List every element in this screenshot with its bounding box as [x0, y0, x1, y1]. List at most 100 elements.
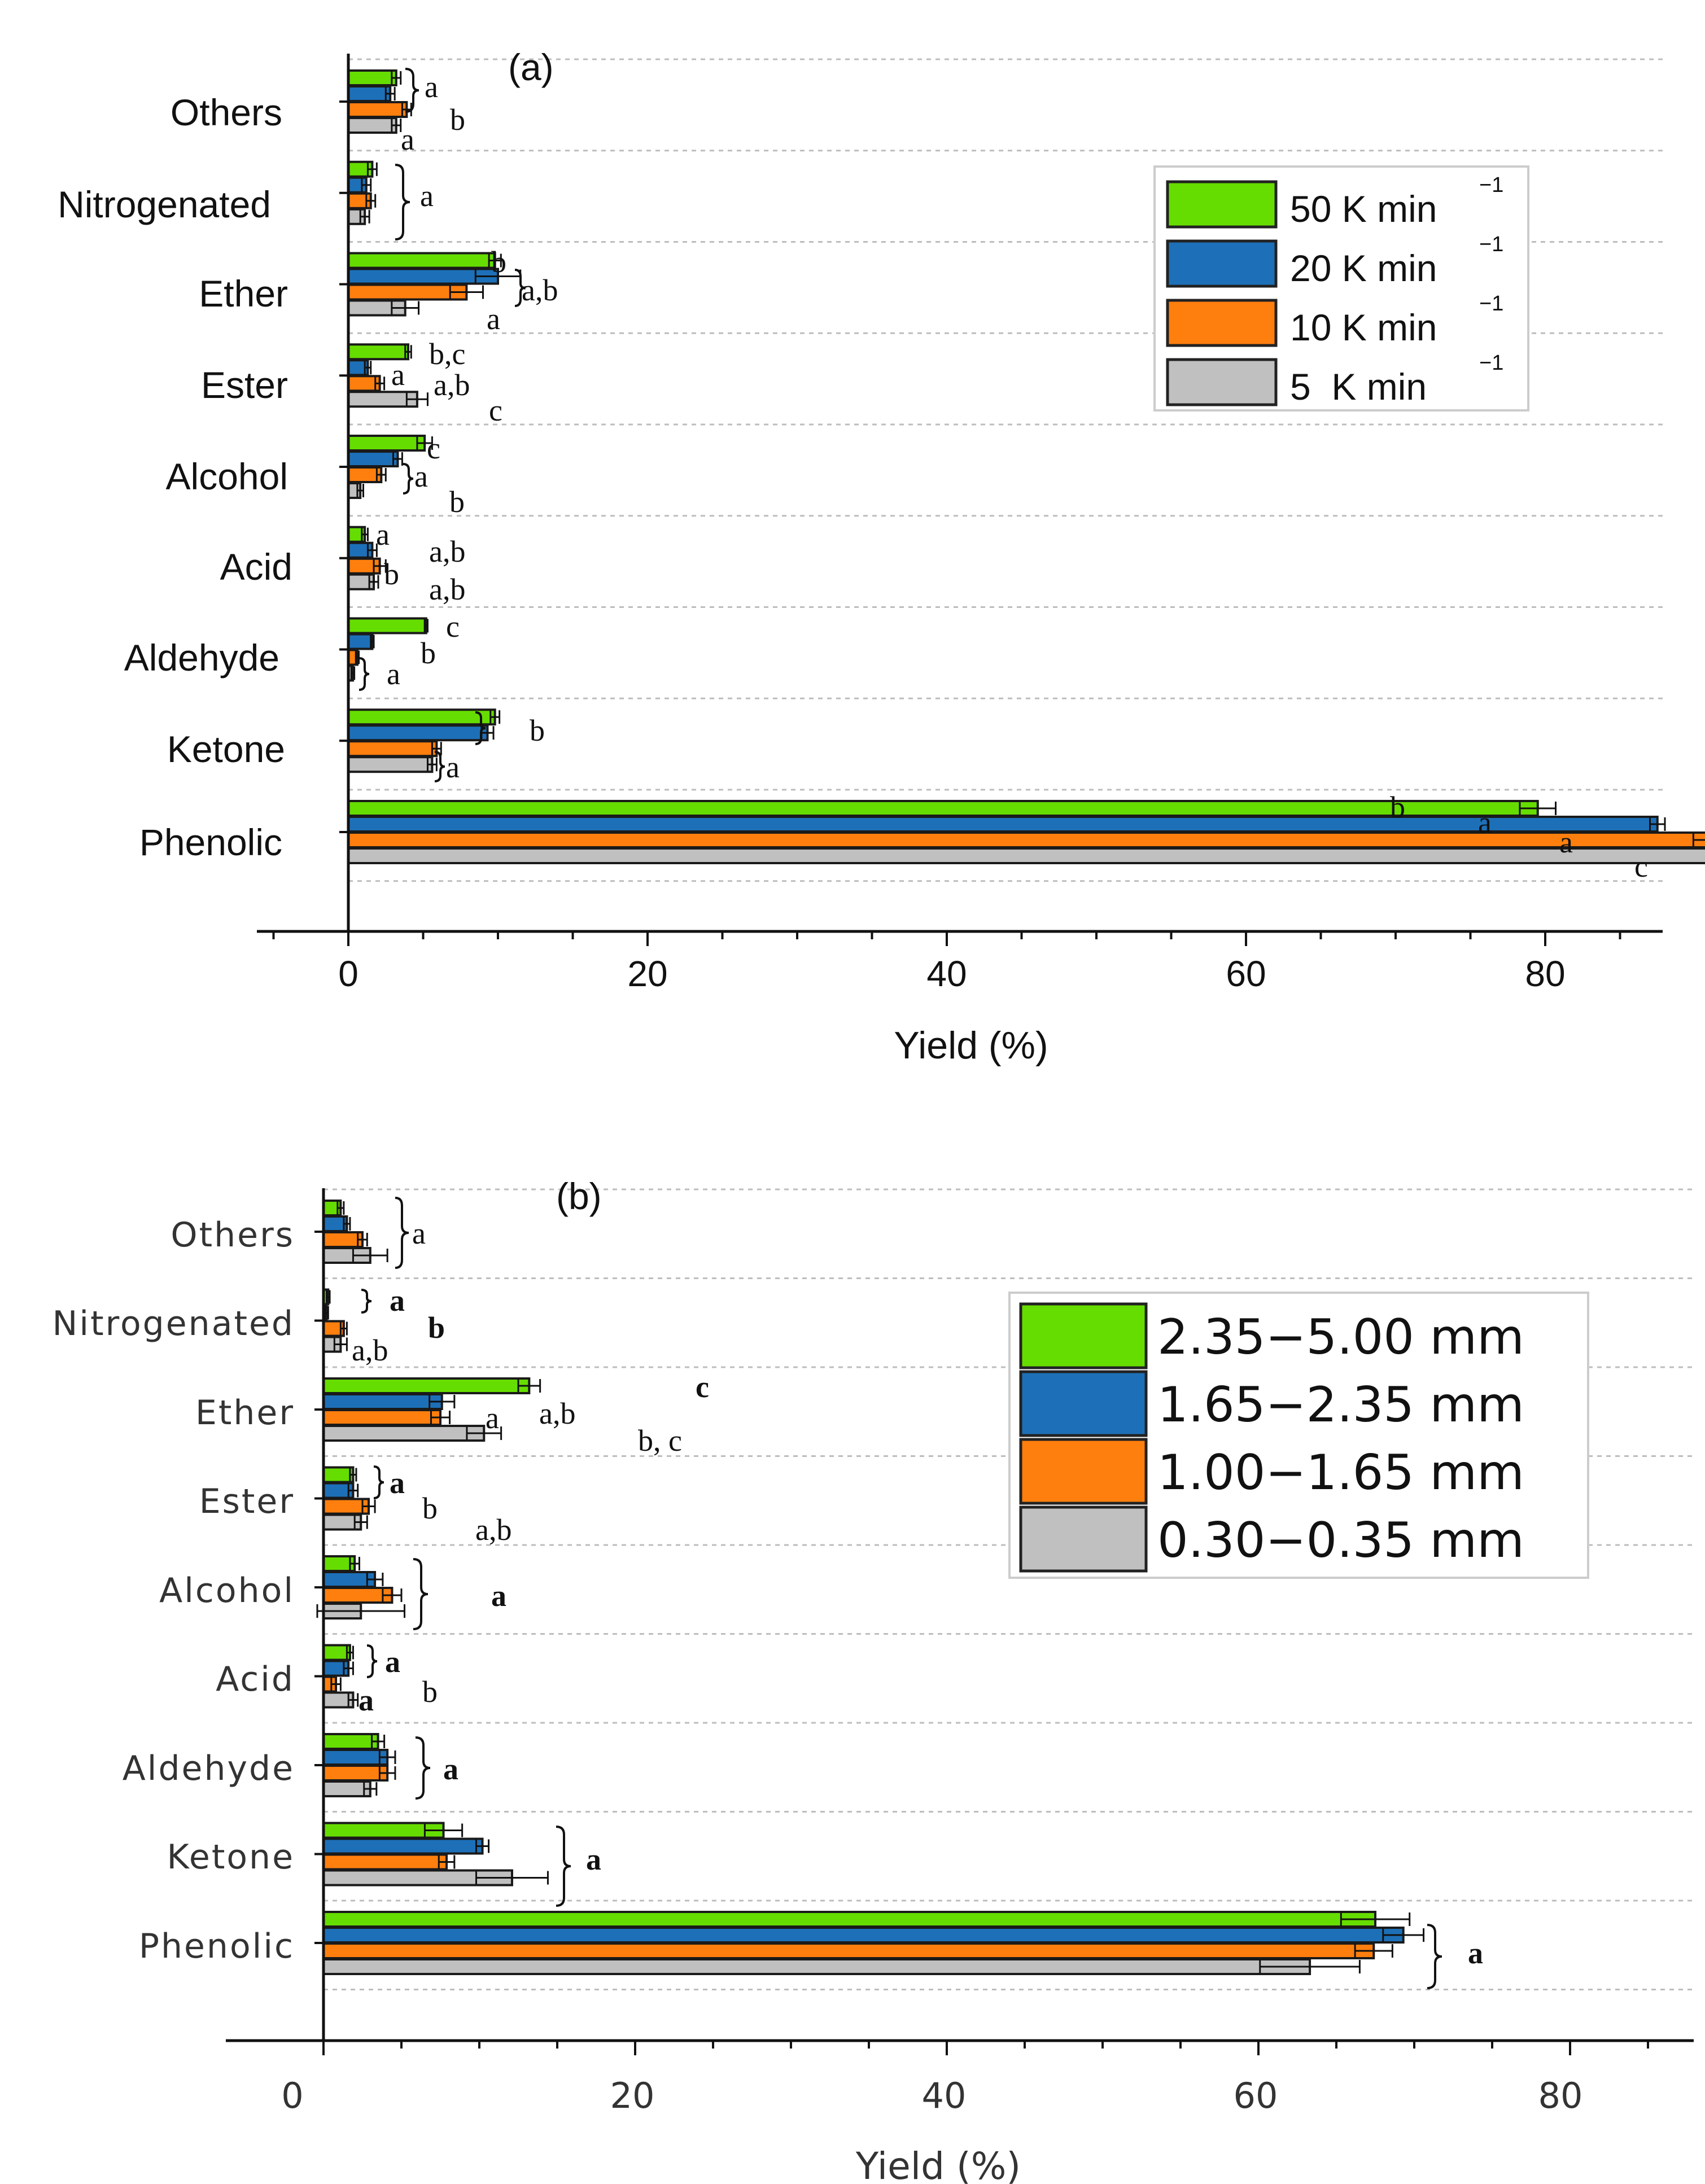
bar: [322, 1466, 355, 1483]
legend-superscript: −1: [1479, 173, 1503, 197]
category-label-others: Others: [171, 1215, 295, 1255]
sig-letter: b: [421, 636, 436, 670]
bar: [347, 69, 397, 86]
bar: [347, 101, 408, 118]
bar: [322, 1587, 394, 1604]
sig-letter: a: [491, 1579, 506, 1613]
bar: [347, 252, 496, 269]
category-label-nitrogenated: Nitrogenated: [53, 1304, 295, 1343]
significance-labels: a b a a b a,b a b,c a a,b c c a b a a,b …: [359, 68, 1648, 883]
sig-letter: a: [446, 750, 460, 784]
bracket: [373, 1465, 384, 1499]
sig-letter: b: [422, 1491, 438, 1525]
bar: [322, 1942, 1375, 1959]
bracket: [475, 711, 486, 745]
sig-letter: b,c: [429, 337, 465, 371]
x-tick-label: 60: [1234, 2075, 1278, 2116]
bracket: [361, 1289, 372, 1314]
sig-letter: a,b: [475, 1513, 512, 1547]
legend-swatch: [1166, 239, 1278, 288]
sig-letter: a: [420, 179, 434, 213]
bracket: [556, 1826, 571, 1907]
category-label-ether: Ether: [195, 1393, 295, 1433]
sig-letter: c: [489, 393, 502, 427]
sig-letter: b: [449, 485, 465, 519]
legend-label: 20 K min: [1290, 247, 1437, 289]
bracket: [413, 1558, 429, 1630]
legend-superscript: −1: [1479, 233, 1503, 256]
category-label-acid: Acid: [216, 1660, 295, 1699]
category-label-phenolic: Phenolic: [139, 1927, 295, 1966]
bracket: [405, 68, 419, 113]
sig-letter: a: [412, 1216, 426, 1250]
axes: [226, 1188, 1694, 2055]
bracket: [359, 657, 370, 691]
bar: [347, 117, 397, 134]
bar: [322, 1425, 486, 1442]
bar: [347, 450, 399, 467]
sig-letter: b: [1390, 790, 1405, 824]
chart-panel-a: (a) Others Nitrogenated Ether Ester Alco…: [58, 46, 1705, 1067]
bar: [322, 1231, 364, 1248]
bar: [322, 1749, 389, 1766]
bar: [322, 1958, 1311, 1975]
bar: [322, 1853, 448, 1871]
sig-letter: a: [1468, 1936, 1483, 1970]
panel-label: (b): [556, 1175, 602, 1217]
bar: [322, 1911, 1376, 1928]
bar: [347, 831, 1705, 848]
bar: [347, 283, 468, 301]
bar: [347, 85, 392, 102]
legend-label: 1.65−2.35 mm: [1157, 1377, 1524, 1433]
sig-letter: a: [401, 122, 414, 156]
legend-superscript: −1: [1479, 351, 1503, 375]
legend-swatch: [1166, 180, 1278, 229]
x-tick-label: 60: [1226, 953, 1266, 994]
sig-letter: a: [414, 459, 428, 493]
bracket: [434, 751, 445, 782]
x-tick-label: 0: [338, 953, 359, 994]
sig-letter: b: [384, 557, 399, 591]
legend-label: 1.00−1.65 mm: [1157, 1445, 1524, 1501]
category-label-ketone: Ketone: [167, 728, 285, 770]
bar: [347, 800, 1539, 817]
legend-label: 0.30−0.35 mm: [1157, 1512, 1524, 1569]
bar: [322, 1927, 1405, 1944]
bracket: [514, 269, 526, 307]
legend: 2.35−5.00 mm 1.65−2.35 mm 1.00−1.65 mm 0…: [1008, 1292, 1589, 1579]
x-axis-title: Yield (%): [855, 2144, 1021, 2184]
bar: [322, 1409, 441, 1426]
category-label-ester: Ester: [201, 364, 288, 406]
category-label-aldehyde: Aldehyde: [124, 637, 279, 679]
sig-letter: a,b: [429, 572, 465, 606]
axes: [257, 54, 1663, 946]
sig-letter: a,b: [539, 1397, 575, 1430]
sig-letter: b: [450, 103, 465, 137]
category-label-acid: Acid: [220, 546, 292, 588]
bracket: [415, 1736, 431, 1800]
category-label-ketone: Ketone: [167, 1837, 295, 1877]
bar: [347, 708, 496, 726]
bar: [347, 740, 438, 758]
bar: [322, 1377, 531, 1394]
x-tick-label: 0: [281, 2075, 303, 2116]
x-tick-label: 20: [627, 953, 667, 994]
x-tick-label: 40: [926, 953, 967, 994]
significance-labels: a a b a,b c a,b a b, c a b a,b a a a b a…: [352, 1197, 1483, 1989]
x-tick-label: 20: [610, 2075, 655, 2116]
sig-letter: a: [390, 1284, 405, 1318]
legend-label: 5 K min: [1290, 366, 1427, 408]
chart-panel-b: (b) Others Nitrogenated Ether Ester Alco…: [53, 1175, 1694, 2184]
category-label-alcohol: Alcohol: [166, 456, 288, 497]
x-tick-label: 80: [1525, 953, 1565, 994]
legend-label: 10 K min: [1290, 307, 1437, 348]
legend-swatch: [1166, 358, 1278, 406]
bar: [347, 617, 427, 634]
bar-group: [347, 69, 1705, 864]
bar: [322, 1733, 379, 1750]
sig-letter: a: [390, 1466, 405, 1500]
bar: [347, 756, 434, 773]
sig-letter: a: [376, 518, 390, 552]
sig-letter: a: [443, 1752, 458, 1786]
